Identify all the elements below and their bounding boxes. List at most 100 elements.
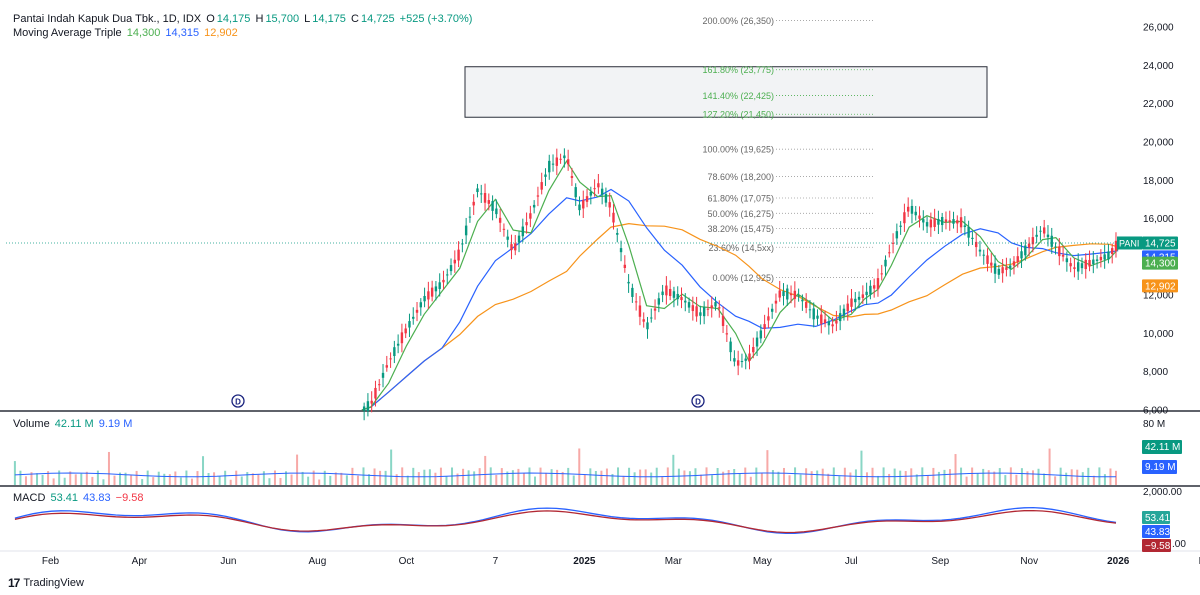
- volume-bar: [362, 467, 365, 485]
- volume-bar: [318, 479, 321, 485]
- volume-bar: [168, 474, 171, 485]
- fib-level-label: 61.80% (17,075): [707, 193, 774, 203]
- volume-ma-tag-label: 9.19 M: [1145, 462, 1176, 473]
- candle-body: [472, 201, 475, 206]
- ma-fast-value: 14,300: [126, 27, 161, 39]
- candle-body: [952, 219, 955, 224]
- high-value: 15,700: [265, 13, 300, 25]
- volume-bar: [1076, 469, 1079, 485]
- volume-bar: [937, 471, 940, 485]
- candle-body: [1111, 248, 1114, 254]
- candle-body: [838, 313, 842, 322]
- candle-body: [956, 220, 959, 224]
- ma-mid-line: [361, 188, 1119, 411]
- candle-body: [408, 321, 411, 328]
- low-label: L: [304, 13, 311, 25]
- candle-body: [1035, 234, 1038, 237]
- volume-bar: [838, 476, 841, 485]
- volume-bar: [672, 454, 675, 485]
- volume-bar: [268, 478, 271, 485]
- candle-body: [570, 176, 574, 178]
- x-tick-label: Mar: [665, 556, 683, 567]
- y-tick-label: 18,000: [1143, 176, 1174, 187]
- candle-body: [1039, 230, 1042, 232]
- candle-body: [778, 290, 781, 298]
- volume-bar: [749, 476, 752, 485]
- candle-body: [774, 300, 778, 304]
- volume-bar: [1092, 475, 1095, 485]
- volume-bar: [727, 470, 730, 485]
- macd-signal-tag-label: 43.83: [1145, 527, 1170, 538]
- volume-bar: [517, 468, 520, 485]
- volume-bar: [489, 467, 492, 485]
- candle-body: [453, 259, 457, 264]
- low-value: 14,175: [312, 13, 346, 25]
- candle-body: [974, 241, 978, 248]
- candle-body: [566, 159, 570, 165]
- candle-body: [733, 358, 736, 362]
- candle-body: [668, 288, 672, 297]
- candle-body: [793, 290, 797, 299]
- tradingview-brand[interactable]: 17 TradingView: [8, 576, 84, 590]
- volume-bar: [539, 467, 542, 485]
- macd-hist-tag: [1142, 539, 1171, 552]
- volume-bar: [202, 456, 205, 485]
- candle-body: [865, 291, 868, 296]
- candle-body: [389, 358, 392, 360]
- candle-body: [487, 200, 491, 204]
- candle-body: [944, 219, 948, 222]
- candle-body: [702, 307, 706, 317]
- volume-bar: [1059, 467, 1062, 485]
- price-tag-label: 14,725: [1145, 238, 1176, 249]
- candle-body: [498, 217, 502, 223]
- candle-body: [759, 330, 763, 339]
- volume-bar: [1043, 473, 1046, 485]
- volume-bar: [345, 475, 348, 485]
- candle-body: [804, 302, 808, 308]
- volume-bar: [578, 448, 581, 485]
- volume-bar: [390, 449, 393, 485]
- volume-bar: [899, 470, 902, 485]
- candle-body: [604, 193, 608, 203]
- candle-body: [940, 217, 944, 226]
- x-tick-label: Feb: [42, 556, 60, 567]
- candle-body: [638, 305, 642, 317]
- candle-body: [831, 324, 834, 327]
- candle-body: [736, 360, 740, 366]
- volume-bar: [511, 470, 514, 485]
- volume-bar: [262, 471, 265, 485]
- candles: [362, 148, 1118, 421]
- x-tick-label: Jun: [220, 556, 236, 567]
- volume-bar: [1070, 469, 1073, 485]
- candle-body: [684, 300, 687, 303]
- x-tick-label: 2026: [1107, 556, 1130, 567]
- ma-legend: Moving Average Triple 14,300 14,315 12,9…: [13, 27, 240, 39]
- candle-body: [438, 282, 441, 289]
- y-tick-label: 26,000: [1143, 23, 1174, 34]
- volume-bar: [716, 467, 719, 485]
- volume-bar: [733, 469, 736, 485]
- candle-body: [1065, 258, 1069, 263]
- volume-bar: [987, 470, 990, 485]
- candle-body: [464, 225, 468, 236]
- candle-body: [1061, 254, 1065, 257]
- candle-body: [1020, 251, 1023, 259]
- volume-bar: [1098, 467, 1101, 485]
- volume-bar: [218, 476, 221, 485]
- candle-body: [699, 312, 702, 316]
- volume-bar: [1103, 474, 1106, 485]
- candle-body: [657, 298, 661, 305]
- volume-bar: [877, 475, 880, 485]
- candle-body: [362, 406, 366, 411]
- volume-bar: [52, 478, 55, 485]
- candle-body: [691, 305, 695, 312]
- candle-body: [993, 263, 997, 274]
- volume-bar: [478, 468, 481, 485]
- x-tick-label: Mar: [1199, 556, 1200, 567]
- volume-bar: [1020, 468, 1023, 485]
- volume-bar: [572, 475, 575, 485]
- volume-bar: [926, 475, 929, 485]
- volume-bar: [567, 467, 570, 485]
- candle-body: [899, 225, 902, 227]
